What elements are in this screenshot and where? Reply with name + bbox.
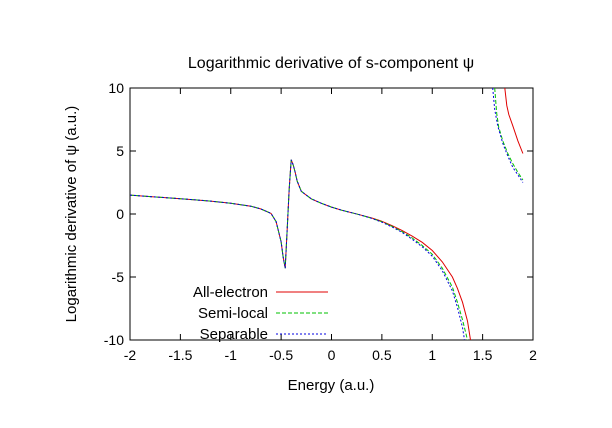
y-tick-label: -10 [104,332,124,348]
x-tick-label: -1 [225,347,238,363]
plot-frame [129,87,534,341]
legend-label-semi-local: Semi-local [198,305,268,322]
y-axis-ticks: -10 -5 0 5 10 [104,80,533,348]
y-tick-label: 0 [116,206,124,222]
y-tick-label: 10 [108,80,124,96]
series-layer [130,88,524,340]
legend: All-electron Semi-local Separable [193,284,328,343]
x-tick-label: 0 [328,347,336,363]
x-tick-label: -1.5 [168,347,192,363]
x-tick-label: 0.5 [372,347,392,363]
x-tick-label: -2 [124,347,137,363]
x-axis-ticks: -2 -1.5 -1 -0.5 0 0.5 1 1.5 2 [124,88,537,363]
x-tick-label: 1 [428,347,436,363]
chart-title: Logarithmic derivative of s-component ψ [188,55,474,72]
x-axis-title: Energy (a.u.) [288,377,375,394]
x-tick-label: 1.5 [473,347,493,363]
x-tick-label: 2 [529,347,537,363]
series-line-separable [492,88,524,183]
series-line-semi-local [494,88,524,181]
series-line-all-electron [504,88,524,154]
legend-label-all-electron: All-electron [193,284,268,301]
y-tick-label: 5 [116,143,124,159]
series-line-semi-local [130,159,468,340]
x-tick-label: -0.5 [269,347,293,363]
series-line-separable [130,159,465,340]
y-axis-title: Logarithmic derivative of ψ (a.u.) [63,106,80,323]
legend-label-separable: Separable [200,326,268,343]
y-tick-label: -5 [112,269,125,285]
